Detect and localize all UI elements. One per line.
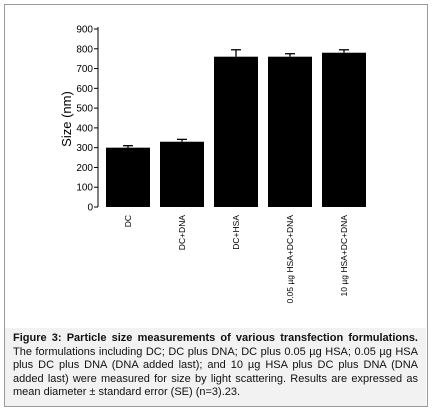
y-tick-label: 600 [76,84,93,95]
y-tick-label: 400 [76,123,93,134]
error-bar [285,53,295,57]
y-tick-label: 700 [76,64,93,75]
y-axis: 0 100 200 300 400 500 600 700 800 900 [76,25,99,214]
bar [160,141,204,207]
y-tick-label: 500 [76,104,93,115]
figure-caption: Figure 3: Particle size measurements of … [5,328,426,406]
y-tick-label: 200 [76,163,93,174]
bar-chart: 0 100 200 300 400 500 600 700 800 900 DC DC+DNA DC+… [59,25,366,304]
caption-body: The formulations including DC; DC plus D… [13,345,418,399]
y-axis-title: Size (nm) [59,91,74,147]
x-category-label: DC [123,215,133,227]
error-bar [339,49,349,53]
bar [322,52,366,207]
x-category-label: DC+HSA [231,215,241,250]
x-category-label: 0.05 µg HSA+DC+DNA [285,215,295,304]
y-tick-label: 100 [76,183,93,194]
bars [106,49,366,207]
y-tick-label: 0 [87,203,93,214]
x-category-label: DC+DNA [177,215,187,251]
y-tick-label: 900 [76,25,93,36]
error-bar [177,138,187,142]
bar [214,56,258,207]
y-tick-label: 300 [76,143,93,154]
x-category-label: 10 µg HSA+DC+DNA [339,215,349,297]
caption-label: Figure 3: Particle size measurements of … [13,332,418,344]
error-bar [123,145,133,148]
x-axis-labels: DC DC+DNA DC+HSA 0.05 µg HSA+DC+DNA 10 µg HS… [123,215,349,304]
bar [268,56,312,207]
bar [106,147,150,207]
y-tick-label: 800 [76,44,93,55]
error-bar [231,49,241,57]
